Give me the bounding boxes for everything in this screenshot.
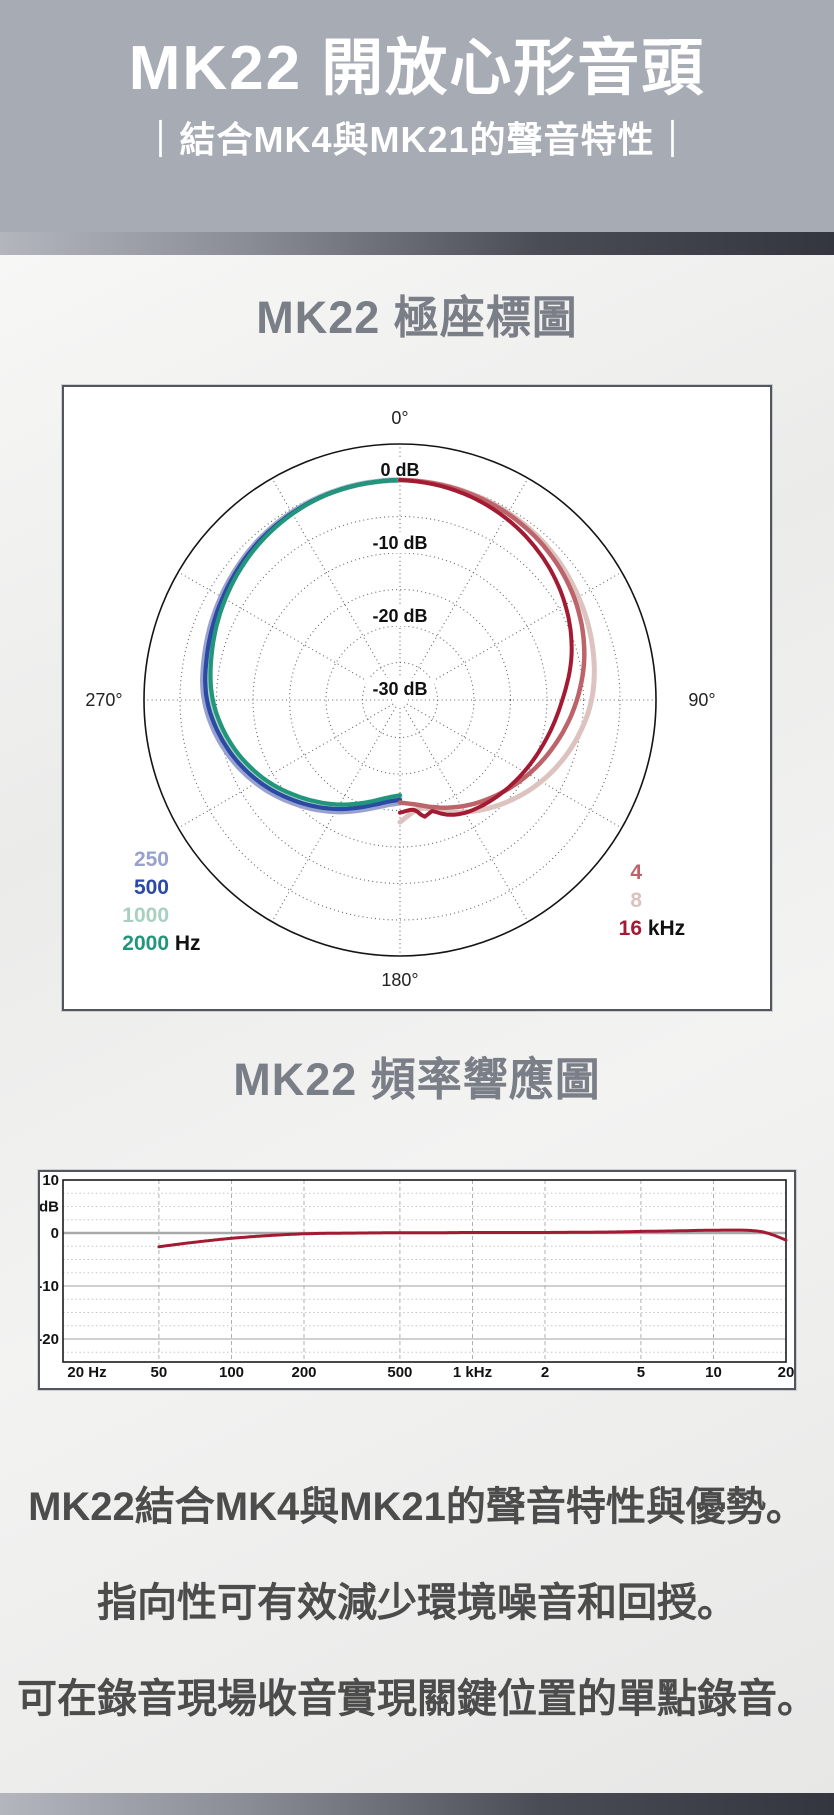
freq-y-label: -10 [40, 1278, 59, 1295]
freq-plot-frame [62, 1179, 787, 1363]
polar-angle-label: 90° [688, 690, 715, 710]
freq-response-plot: 10 dB 0 -10 -20 20 Hz 50 100 200 500 1 kHz 2 5 10 20 [40, 1172, 794, 1381]
freq-x-label: 2 [541, 1364, 549, 1381]
freq-grid-dotted [63, 1192, 786, 1353]
hero-header: MK22 開放心形音頭 ｜結合MK4與MK21的聲音特性｜ [0, 0, 834, 232]
freq-x-label: 1 kHz [453, 1364, 492, 1381]
polar-chart-title: MK22 極座標圖 [256, 292, 578, 343]
legend-value: 4 [630, 861, 642, 884]
ring-label-mask [366, 605, 434, 626]
polar-angle-label: 270° [85, 690, 122, 710]
freq-x-label: 20 [778, 1364, 794, 1381]
polar-curve-1000-Hz [206, 477, 403, 809]
legend-value: 16 [618, 917, 642, 940]
paragraph-3: 可在錄音現場收音實現關鍵位置的單點錄音。 [17, 1677, 817, 1721]
legend-value: 2000 [122, 932, 169, 955]
polar-angle-label: 0° [391, 408, 408, 428]
polar-curve-8-kHz [397, 477, 597, 825]
freq-response-card: 10 dB 0 -10 -20 20 Hz 50 100 200 500 1 kHz 2 5 10 20 [38, 1170, 796, 1390]
polar-curve-16-kHz [398, 478, 574, 819]
legend-item-250: 250 [97, 846, 201, 874]
polar-ring-label: -20 dB [372, 606, 427, 626]
freq-x-label: 5 [637, 1364, 645, 1381]
ring-label-mask [366, 532, 434, 553]
legend-item-2000: 2000 Hz [97, 930, 201, 958]
legend-value: 8 [630, 889, 642, 912]
content-area: MK22 極座標圖 0 dB -10 dB -20 dB -30 dB 0° 90° 180… [0, 255, 834, 1793]
legend-item-8: 8 [570, 887, 685, 915]
polar-curve-500-Hz [203, 477, 403, 812]
freq-x-label: 10 [705, 1364, 722, 1381]
freq-x-label: 20 Hz [67, 1364, 106, 1381]
freq-plot-bg [63, 1180, 786, 1362]
legend-item-16: 16 kHz [570, 915, 686, 943]
polar-legend-high-frequencies: 4 8 16 kHz [570, 859, 686, 943]
polar-legend-low-frequencies: 250 500 1000 2000 Hz [97, 846, 201, 958]
freq-y-label: 10 [42, 1172, 59, 1189]
freq-x-label: 200 [291, 1364, 316, 1381]
ring-label-mask [366, 678, 434, 699]
top-gradient-band [0, 232, 834, 255]
legend-item-1000: 1000 [97, 902, 201, 930]
freq-grid-vertical [158, 1180, 714, 1362]
polar-plot: 0 dB -10 dB -20 dB -30 dB 0° 90° 180° 270° [85, 408, 715, 990]
freq-grid-solid [63, 1285, 786, 1340]
legend-value: 1000 [122, 904, 169, 927]
freq-y-label: 0 [51, 1225, 59, 1242]
hero-subtitle: ｜結合MK4與MK21的聲音特性｜ [142, 119, 692, 160]
freq-y-label: -20 [40, 1331, 59, 1348]
freq-y-label: dB [40, 1199, 59, 1216]
legend-value: 250 [133, 848, 169, 871]
ring-label-mask [376, 459, 424, 480]
polar-ring-label: -30 dB [372, 679, 427, 699]
legend-unit: Hz [169, 932, 201, 955]
freq-x-label: 50 [151, 1364, 168, 1381]
polar-chart-card: 0 dB -10 dB -20 dB -30 dB 0° 90° 180° 270° 250 5… [62, 385, 772, 1011]
legend-unit: kHz [642, 917, 686, 940]
hero-title: MK22 開放心形音頭 [128, 34, 706, 103]
freq-chart-title: MK22 頻率響應圖 [233, 1054, 601, 1105]
polar-curve-250-Hz [200, 477, 403, 815]
legend-value: 500 [133, 876, 169, 899]
polar-outer-circle [143, 443, 657, 957]
polar-curve-2000-Hz [208, 477, 403, 807]
legend-item-4: 4 [570, 859, 685, 887]
paragraph-1: MK22結合MK4與MK21的聲音特性與優勢。 [28, 1485, 806, 1529]
freq-x-label: 500 [387, 1364, 412, 1381]
polar-ring-label: 0 dB [380, 460, 419, 480]
legend-item-500: 500 [97, 874, 201, 902]
freq-response-curve [157, 1228, 788, 1249]
polar-curve-4-kHz [397, 477, 587, 810]
paragraph-2: 指向性可有效減少環境噪音和回授。 [97, 1581, 737, 1625]
freq-x-label: 100 [219, 1364, 244, 1381]
polar-ring-label: -10 dB [372, 533, 427, 553]
polar-angle-label: 180° [381, 970, 418, 990]
bottom-gradient-band [0, 1793, 834, 1815]
